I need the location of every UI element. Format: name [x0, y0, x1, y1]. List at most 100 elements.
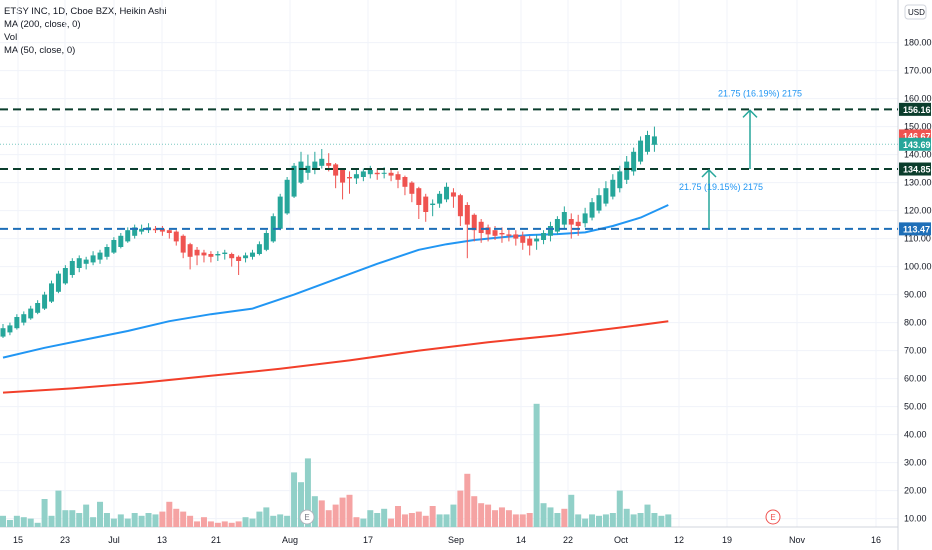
candle — [305, 154, 311, 180]
volume-bar — [311, 496, 318, 527]
candle — [610, 174, 616, 200]
volume-bar — [436, 514, 443, 527]
volume-bar — [381, 508, 388, 527]
price-badge-bg — [899, 137, 931, 151]
candle-body — [305, 165, 311, 173]
candle-body — [367, 170, 373, 175]
candle-body — [534, 238, 540, 242]
candle-body — [485, 227, 491, 235]
volume-bar — [221, 521, 228, 527]
candle — [395, 171, 401, 189]
candle — [194, 247, 200, 266]
candle-body — [444, 186, 450, 200]
candle-body — [617, 171, 623, 189]
candle-body — [277, 196, 283, 229]
volume-bar — [512, 514, 519, 527]
volume-bar — [408, 513, 415, 527]
time-axis[interactable]: 15 23 Jul 13 21 Aug 17 Sep 14 22 Oct 12 19 Nov 16 — [13, 535, 881, 545]
price-badge-label: 146.67 — [903, 131, 931, 141]
volume-bar — [395, 506, 402, 527]
candle — [277, 193, 283, 231]
candle — [35, 300, 41, 315]
candle — [104, 244, 110, 260]
candle-body — [326, 163, 332, 166]
candle — [139, 224, 145, 235]
price-axis[interactable]: 10.00 20.00 30.00 40.00 50.00 60.00 70.00 80.00… — [904, 4, 932, 524]
volume-bar — [464, 473, 471, 527]
candle-body — [62, 268, 68, 284]
volume-bar — [34, 522, 41, 527]
candle-body — [291, 165, 297, 197]
horizontal-levels[interactable] — [0, 108, 898, 230]
candle-body — [610, 179, 616, 197]
volume-bar — [48, 515, 55, 527]
candle — [644, 130, 650, 155]
volume-bar — [110, 518, 117, 527]
volume-bar — [498, 507, 505, 527]
volume-bar — [623, 508, 630, 527]
candle-body — [423, 196, 429, 212]
candle — [402, 175, 408, 196]
earnings-marker[interactable] — [299, 509, 315, 525]
candle — [631, 147, 637, 176]
candle — [638, 136, 644, 165]
time-tick-label: Sep — [448, 535, 464, 545]
candle — [298, 151, 304, 184]
projection-arrows[interactable]: 21.75 (16.19%) 2175 21.75 (19.15%) 2175 — [679, 88, 802, 229]
candle-body — [506, 234, 512, 236]
volume-bar — [200, 517, 207, 527]
volume-bar — [450, 504, 457, 527]
candle-body — [575, 221, 581, 226]
candle-body — [229, 254, 235, 259]
candle-body — [249, 252, 255, 257]
candle — [651, 126, 657, 152]
volume-bar — [20, 517, 27, 527]
candle — [222, 249, 228, 260]
symbol-title[interactable]: ETSY INC, 1D, Cboe BZX, Heikin Ashi — [4, 6, 167, 17]
price-badge-bg — [899, 102, 931, 116]
price-badge-bg — [899, 222, 931, 236]
volume-bar — [540, 503, 547, 527]
projection-arrowhead[interactable] — [742, 109, 758, 118]
indicator-ma50[interactable]: MA (50, close, 0) — [4, 45, 76, 56]
candle — [208, 251, 214, 263]
projection-arrowhead[interactable] — [701, 168, 717, 178]
candle-body — [152, 228, 158, 231]
candle — [263, 230, 269, 252]
earnings-marker[interactable] — [765, 509, 781, 525]
price-tick-label: 20.00 — [904, 486, 927, 496]
candle — [236, 255, 242, 275]
chart-grid — [0, 0, 899, 550]
candle-body — [416, 188, 422, 205]
candle-body — [21, 314, 27, 323]
volume-bar — [228, 522, 235, 527]
volume-bar — [41, 499, 48, 527]
volume-bar — [194, 521, 201, 527]
currency-box[interactable] — [904, 4, 927, 20]
volume-bar — [69, 510, 76, 527]
volume-bar — [554, 513, 561, 527]
candle-body — [624, 161, 630, 180]
price-tick-label: 70.00 — [904, 346, 927, 356]
volume-bar — [270, 515, 277, 527]
time-tick-label: 22 — [563, 535, 573, 545]
candle — [291, 163, 297, 198]
indicator-ma200[interactable]: MA (200, close, 0) — [4, 19, 81, 30]
time-tick-label: 12 — [674, 535, 684, 545]
candle — [243, 252, 249, 263]
candle-body — [118, 235, 124, 247]
candle — [83, 256, 89, 270]
indicator-vol[interactable]: Vol — [4, 32, 18, 43]
candle-body — [471, 214, 477, 231]
candle — [589, 198, 595, 221]
candle — [506, 228, 512, 242]
candle-body — [513, 234, 519, 239]
projection-label: 21.75 (19.15%) 2175 — [679, 182, 763, 192]
candle-body — [651, 136, 657, 145]
price-tick-label: 170.00 — [904, 66, 932, 76]
candle-body — [388, 172, 394, 176]
price-tick-label: 60.00 — [904, 374, 927, 384]
candle-body — [395, 174, 401, 180]
volume-bar — [415, 511, 422, 527]
